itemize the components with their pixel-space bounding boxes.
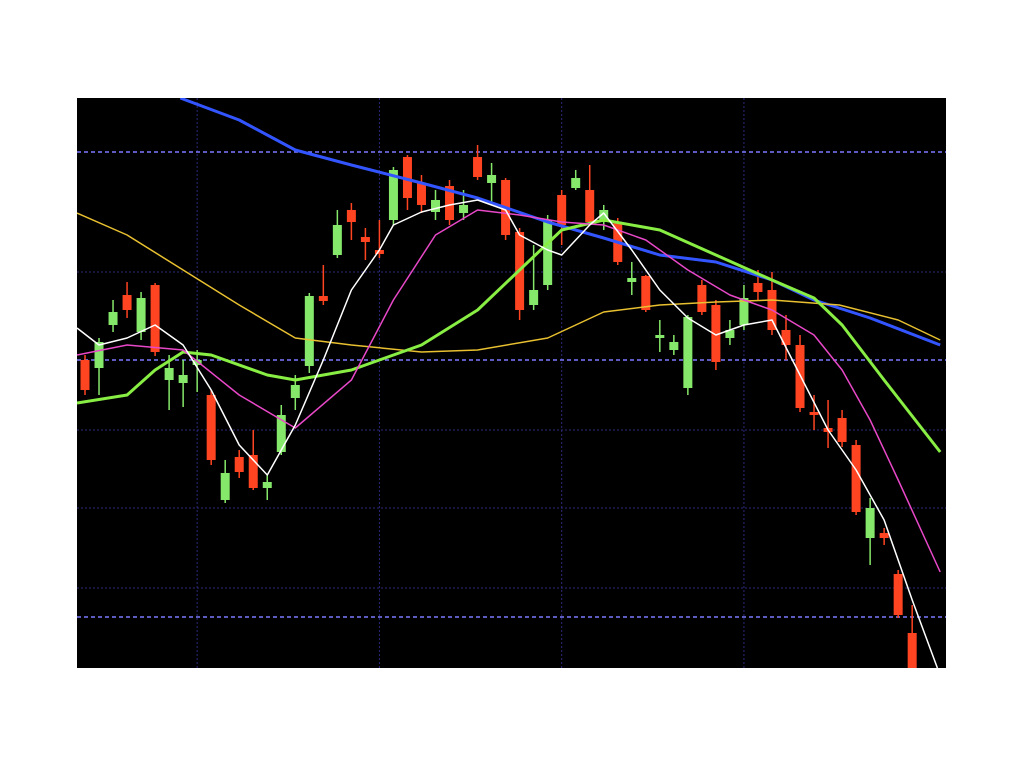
candle-body xyxy=(445,186,455,220)
candle-body xyxy=(304,296,314,366)
candle-body xyxy=(627,278,637,282)
candle-body xyxy=(487,175,497,183)
candle-body xyxy=(907,633,917,668)
candle-body xyxy=(711,305,721,362)
candle-body xyxy=(571,178,581,188)
candle-body xyxy=(262,482,272,488)
candle-body xyxy=(346,210,356,222)
candle-body xyxy=(192,360,202,365)
candle-body xyxy=(585,190,595,222)
candle-body xyxy=(557,195,567,225)
moving-average-line xyxy=(77,212,941,353)
candle-body xyxy=(416,183,426,205)
candle-body xyxy=(108,312,118,325)
moving-average-line xyxy=(179,98,941,347)
candle-body xyxy=(851,445,861,512)
candle-body xyxy=(94,342,104,368)
candle-body xyxy=(332,225,342,255)
candle-body xyxy=(753,283,763,292)
candle-body xyxy=(473,157,483,177)
candle-body xyxy=(529,290,539,305)
candle-body xyxy=(725,330,735,338)
candle-body xyxy=(641,276,651,310)
candle-body xyxy=(80,360,90,390)
candle-body xyxy=(459,205,469,213)
candle-body xyxy=(122,295,132,310)
candle-body xyxy=(206,395,216,460)
moving-average-line xyxy=(77,209,941,573)
moving-average-line xyxy=(77,199,939,668)
candle-body xyxy=(809,412,819,415)
candle-body xyxy=(136,298,146,332)
candle-body xyxy=(879,533,889,538)
candle-body xyxy=(781,330,791,345)
candle-body xyxy=(543,220,553,285)
plot xyxy=(77,98,946,668)
candle-body xyxy=(683,317,693,388)
candle-body xyxy=(290,385,300,398)
candle-body xyxy=(669,342,679,350)
candle-body xyxy=(220,473,230,500)
candle-body xyxy=(150,285,160,352)
candle-body xyxy=(318,296,328,301)
candle-body xyxy=(837,418,847,442)
candle-body xyxy=(276,415,286,452)
candle-body xyxy=(248,455,258,488)
candle-body xyxy=(697,285,707,312)
candle-body xyxy=(431,200,440,212)
candle-body xyxy=(599,210,609,222)
candle-body xyxy=(865,508,875,538)
candle-body xyxy=(388,170,398,220)
candle-body xyxy=(234,457,244,472)
candle-body xyxy=(893,574,903,615)
candle-body xyxy=(402,157,412,198)
candle-body xyxy=(739,298,749,325)
candle-body xyxy=(178,375,188,383)
candle-body xyxy=(374,250,384,254)
candle-body xyxy=(655,335,665,338)
candle-body xyxy=(360,237,370,242)
candle-body xyxy=(164,368,174,380)
